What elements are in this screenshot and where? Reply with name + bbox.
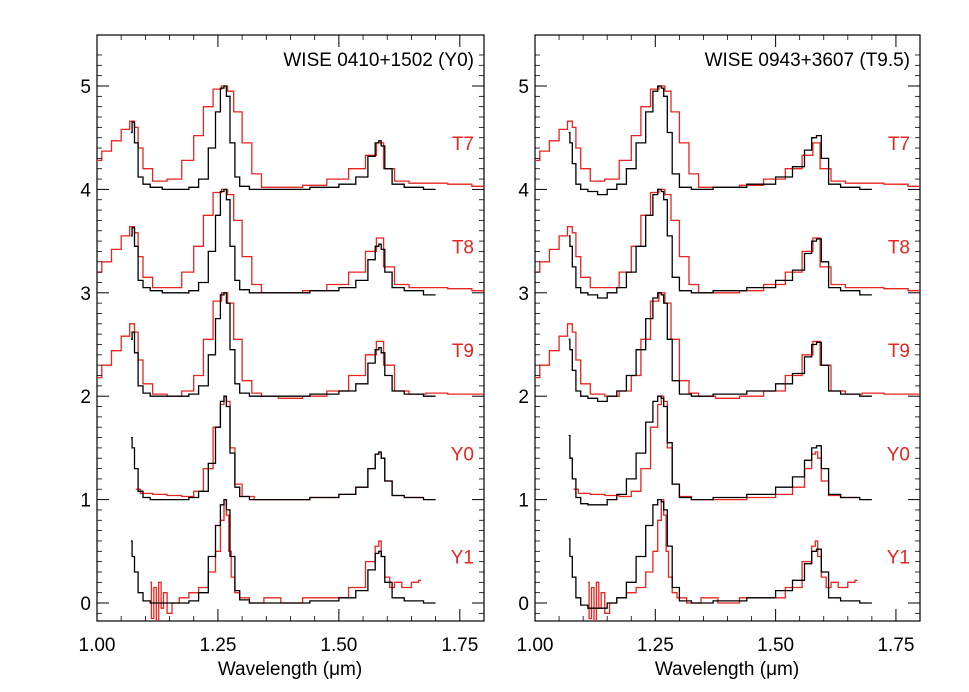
axis-ticks	[96, 35, 484, 621]
spectral-type-labels: T7 T8 T9 Y0 Y1	[887, 134, 910, 569]
panel-title: WISE 0943+3607 (T9.5)	[705, 50, 910, 71]
spectral-type-label: T7	[888, 134, 910, 155]
x-tick-label: 1.50	[757, 635, 794, 656]
y-tick-label: 5	[518, 77, 529, 98]
series-y1	[568, 498, 872, 621]
spectral-type-label: Y0	[887, 444, 910, 465]
spectral-type-label: T9	[452, 341, 474, 362]
series-t8	[535, 188, 920, 299]
panel-right: 0 1 2 3 4 5 1.00 1.25 1.50 1.75 T7 T8 T9 Y0 Y1 WISE …	[517, 34, 921, 680]
axis-ticks	[534, 35, 920, 621]
y-tick-label: 4	[80, 180, 91, 201]
series-t7	[97, 85, 484, 191]
y-tick-labels: 0 1 2 3 4 5	[80, 77, 91, 615]
spectral-type-label: Y1	[451, 548, 474, 569]
object-spectrum-t8	[130, 188, 436, 296]
object-spectrum-y0	[568, 395, 872, 506]
spectral-type-label: Y0	[451, 444, 474, 465]
object-spectrum-t9	[568, 292, 872, 403]
series-y0	[568, 395, 872, 506]
y-tick-label: 2	[518, 387, 529, 408]
object-spectrum-y0	[130, 395, 436, 501]
y-tick-label: 0	[518, 594, 529, 615]
x-tick-label: 1.50	[320, 635, 357, 656]
y-tick-label: 3	[80, 284, 91, 305]
y-tick-labels: 0 1 2 3 4 5	[518, 77, 529, 615]
y-tick-label: 5	[80, 77, 91, 98]
series-t8	[97, 188, 484, 296]
object-spectrum-t7	[568, 85, 872, 196]
panel-title: WISE 0410+1502 (Y0)	[283, 50, 474, 71]
spectral-type-label: T9	[888, 341, 910, 362]
y-tick-label: 1	[518, 491, 529, 512]
x-tick-label: 1.25	[637, 635, 674, 656]
x-tick-labels: 1.00 1.25 1.50 1.75	[79, 635, 479, 656]
y-tick-label: 2	[80, 387, 91, 408]
x-tick-label: 1.00	[517, 635, 554, 656]
series-y0	[130, 395, 436, 501]
x-tick-label: 1.75	[877, 635, 914, 656]
x-tick-label: 1.25	[199, 635, 236, 656]
panel-left: 0 1 2 3 4 5 1.00 1.25 1.50 1.75 T7 T8 T9 Y0 Y1 WISE …	[79, 34, 485, 680]
spectral-type-labels: T7 T8 T9 Y0 Y1	[451, 134, 474, 569]
standard-spectrum-t8	[535, 188, 920, 294]
object-spectrum-t8	[568, 188, 872, 299]
y-tick-label: 0	[80, 594, 91, 615]
y-tick-label: 1	[80, 491, 91, 512]
standard-spectrum-t7	[535, 85, 920, 188]
series-y1	[130, 498, 436, 621]
series-t9	[97, 292, 484, 399]
series-t7	[535, 85, 920, 196]
x-axis-label: Wavelength (μm)	[218, 659, 362, 680]
y-tick-label: 3	[518, 284, 529, 305]
spectral-type-label: T8	[452, 238, 474, 259]
standard-spectrum-y1	[587, 498, 858, 621]
standard-spectrum-t7	[97, 85, 484, 188]
standard-spectrum-t9	[535, 292, 920, 399]
spectra-curves	[97, 85, 484, 621]
object-spectrum-t7	[130, 85, 436, 191]
x-axis-label: Wavelength (μm)	[655, 659, 799, 680]
standard-spectrum-t8	[97, 188, 484, 294]
spectra-curves	[535, 85, 920, 621]
spectral-type-label: T7	[452, 134, 474, 155]
series-t9	[535, 292, 920, 403]
object-spectrum-y1	[568, 498, 872, 609]
standard-spectrum-t9	[97, 292, 484, 399]
object-spectrum-t9	[130, 292, 436, 397]
x-tick-label: 1.00	[79, 635, 116, 656]
object-spectrum-y1	[130, 498, 436, 604]
spectral-type-label: T8	[888, 238, 910, 259]
y-tick-label: 4	[518, 180, 529, 201]
x-tick-labels: 1.00 1.25 1.50 1.75	[517, 635, 915, 656]
x-tick-label: 1.75	[441, 635, 478, 656]
spectral-type-label: Y1	[887, 548, 910, 569]
